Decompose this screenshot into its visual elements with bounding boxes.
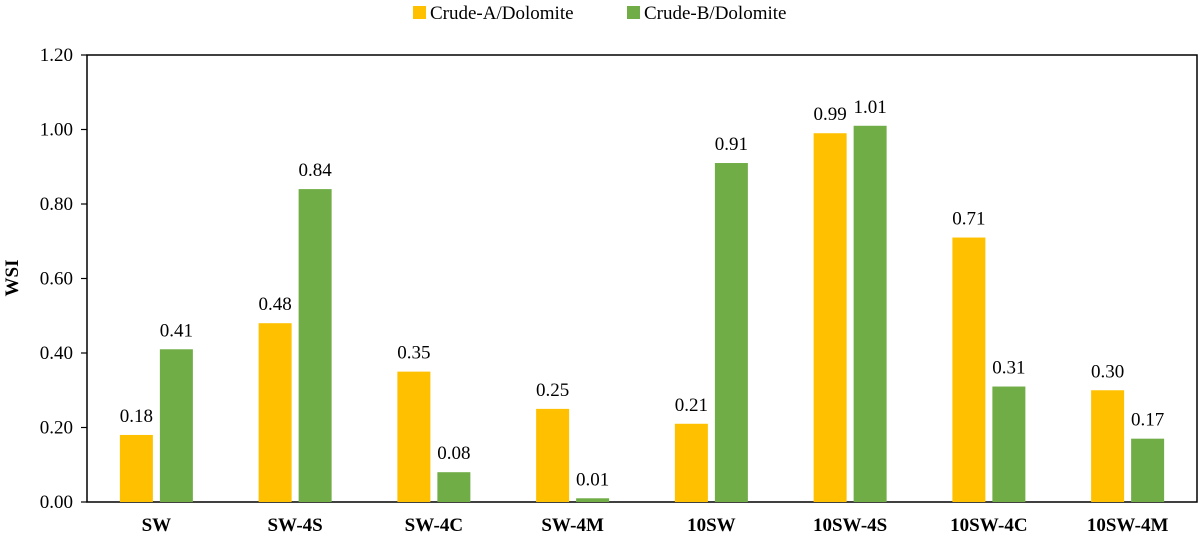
y-tick-label: 0.80 [40, 194, 73, 215]
data-label: 0.01 [576, 469, 609, 490]
data-label: 0.17 [1131, 410, 1164, 431]
bar-crude-b [298, 189, 332, 502]
bar-crude-b [159, 349, 193, 502]
legend-swatch-crude-b [627, 6, 640, 19]
data-label: 0.99 [814, 104, 847, 125]
x-category-label: SW-4M [541, 515, 604, 536]
data-label: 0.31 [992, 358, 1025, 379]
bar-crude-a [674, 423, 708, 502]
x-category-label: SW-4C [405, 515, 463, 536]
plot-border [86, 54, 1198, 503]
data-label: 0.41 [160, 320, 193, 341]
legend-swatch-crude-a [413, 6, 426, 19]
x-axis: SW SW-4S SW-4C SW-4M 10SW 10SW-4S 10SW-4C 10SW-… [142, 515, 1169, 536]
data-label: 0.21 [675, 395, 708, 416]
y-tick-label: 1.00 [40, 120, 73, 141]
bar-crude-a [258, 323, 292, 502]
data-label: 0.18 [120, 406, 153, 427]
bar-crude-b [853, 125, 887, 503]
legend-label-crude-b: Crude-B/Dolomite [644, 3, 786, 24]
data-label: 0.25 [536, 380, 569, 401]
x-category-label: SW [142, 515, 172, 536]
x-category-label: SW-4S [267, 515, 322, 536]
y-tick-label: 0.00 [40, 492, 73, 513]
legend-label-crude-a: Crude-A/Dolomite [430, 3, 574, 24]
y-tick-label: 0.20 [40, 418, 73, 439]
data-label: 0.91 [715, 134, 748, 155]
x-category-label: 10SW-4C [950, 515, 1027, 536]
bars [119, 125, 1165, 503]
y-tick-label: 0.60 [40, 269, 73, 290]
bar-crude-a [813, 133, 847, 502]
bar-crude-a [397, 371, 431, 502]
x-category-label: 10SW-4M [1087, 515, 1169, 536]
bar-crude-a [952, 237, 986, 502]
data-labels: 0.18 0.41 0.48 0.84 0.35 0.08 0.25 0.01 0.21 0.91… [120, 97, 1165, 490]
bar-crude-b [1131, 438, 1165, 502]
x-category-label: 10SW-4S [813, 515, 887, 536]
y-axis: 0.00 0.20 0.40 0.60 0.80 1.00 1.20 [40, 45, 87, 513]
bar-crude-b [992, 386, 1026, 502]
bar-crude-b [437, 472, 471, 502]
bar-crude-b [576, 498, 610, 502]
bar-crude-a [1091, 390, 1125, 502]
data-label: 0.48 [259, 294, 292, 315]
y-tick-label: 1.20 [40, 45, 73, 66]
bar-crude-a [536, 408, 570, 502]
y-axis-title: WSI [2, 260, 23, 297]
bar-crude-b [714, 163, 748, 502]
data-label: 0.35 [397, 343, 430, 364]
y-tick-label: 0.40 [40, 343, 73, 364]
data-label: 0.71 [952, 209, 985, 230]
data-label: 0.84 [299, 160, 333, 181]
legend: Crude-A/Dolomite Crude-B/Dolomite [413, 3, 786, 24]
data-label: 0.30 [1091, 361, 1124, 382]
data-label: 0.08 [437, 443, 470, 464]
x-category-label: 10SW [687, 515, 736, 536]
plot-area [86, 54, 1198, 503]
data-label: 1.01 [854, 97, 887, 118]
bar-crude-a [119, 434, 153, 502]
